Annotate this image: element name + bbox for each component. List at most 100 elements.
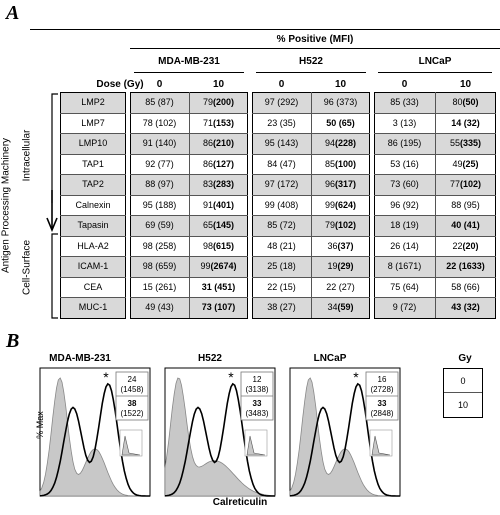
table-cell: 96 (373)	[323, 97, 358, 108]
table-cell: 40 (41)	[451, 220, 480, 231]
table-cell: 69 (59)	[145, 220, 174, 231]
row-name-column	[60, 92, 126, 319]
panel-a-label: A	[6, 2, 20, 24]
table-cell: 49 (25)	[452, 158, 479, 169]
table-cell: 99 (408)	[264, 199, 299, 210]
irradiated-histogram	[164, 382, 275, 497]
table-cell: 9 (72)	[392, 302, 417, 313]
table-cell: 73 (107)	[201, 302, 236, 313]
table-cell: 36 (37)	[327, 240, 354, 251]
value-text: (2848)	[370, 409, 393, 418]
table-cell: 86 (195)	[387, 138, 422, 149]
table-cell: 22 (1633)	[446, 261, 485, 272]
table-cell: 15 (261)	[142, 281, 177, 292]
value-text: 24	[128, 375, 137, 384]
table-cell: 92 (77)	[145, 158, 174, 169]
row-name: MUC-1	[78, 302, 108, 313]
row-name: LMP2	[81, 97, 105, 108]
dose-label: Dose (Gy)	[96, 79, 144, 90]
table-cell: 31 (451)	[201, 281, 236, 292]
table-cell: 71 (153)	[202, 117, 235, 128]
table-cell: 85 (72)	[267, 220, 296, 231]
value-text: 16	[378, 375, 387, 384]
cell-line-header: H522	[299, 56, 323, 67]
value-text: (3138)	[245, 385, 268, 394]
table-cell: 50 (65)	[326, 117, 355, 128]
table-cell: 65 (145)	[202, 220, 235, 231]
table-cell: 53 (16)	[390, 158, 419, 169]
table-cell: 79 (102)	[324, 220, 357, 231]
table-cell: 94 (228)	[324, 138, 357, 149]
table-cell: 77 (102)	[449, 179, 482, 190]
table-cell: 98 (615)	[202, 240, 235, 251]
table-cell: 91 (140)	[142, 138, 177, 149]
row-name: CEA	[83, 281, 103, 292]
table-cell: 22 (27)	[326, 281, 355, 292]
table-cell: 98 (659)	[142, 261, 177, 272]
table-cell: 91 (401)	[202, 199, 235, 210]
group-brackets	[46, 93, 58, 319]
table-cell: 23 (35)	[267, 117, 296, 128]
table-cell: 97 (292)	[264, 97, 299, 108]
value-text: (3483)	[245, 409, 268, 418]
table-cell: 85 (87)	[145, 97, 174, 108]
dose-header: 0	[401, 79, 408, 90]
significance-asterisk: *	[353, 369, 359, 385]
value-text: (2728)	[370, 385, 393, 394]
irradiated-histogram	[289, 382, 400, 497]
table-cell: 83 (283)	[202, 179, 235, 190]
histogram-2: * 16(2728) 33(2848)	[289, 367, 401, 497]
row-name: ICAM-1	[77, 261, 109, 272]
table-cell: 75 (64)	[390, 281, 419, 292]
table-cell: 79 (200)	[202, 97, 235, 108]
table-cell: 3 (13)	[392, 117, 417, 128]
table-cell: 85 (100)	[324, 158, 357, 169]
table-cell: 34 (59)	[327, 302, 354, 313]
table-cell: 95 (143)	[264, 138, 299, 149]
row-name: LMP10	[78, 138, 108, 149]
table-cell: 55 (335)	[449, 138, 482, 149]
row-name: Tapasin	[77, 220, 109, 231]
dose-header: 10	[212, 79, 225, 90]
plot-title-lncap: LNCaP	[313, 353, 347, 364]
value-text: 33	[378, 399, 387, 408]
dose-header: 10	[334, 79, 347, 90]
table-cell: 58 (66)	[451, 281, 480, 292]
value-text: (1458)	[120, 385, 143, 394]
histogram-0: * 24(1458) 38(1522)	[39, 367, 151, 497]
table-cell: 8 (1671)	[387, 261, 422, 272]
histogram-1: * 12(3138) 33(3483)	[164, 367, 276, 497]
row-name: TAP2	[82, 179, 104, 190]
value-text: (1522)	[120, 409, 143, 418]
table-cell: 22 (20)	[452, 240, 479, 251]
plot-title-h522: H522	[198, 353, 222, 364]
table-cell: 14 (32)	[451, 117, 480, 128]
table-cell: 86 (127)	[202, 158, 235, 169]
table-cell: 98 (258)	[142, 240, 177, 251]
row-name: HLA-A2	[77, 240, 109, 251]
table-cell: 78 (102)	[142, 117, 177, 128]
cell-line-header: MDA-MB-231	[158, 56, 220, 67]
plot-title-mda: MDA-MB-231	[49, 353, 111, 364]
table-cell: 48 (21)	[267, 240, 296, 251]
table-cell: 73 (60)	[390, 179, 419, 190]
table-cell: 88 (97)	[145, 179, 174, 190]
table-cell: 99 (2674)	[200, 261, 237, 272]
dose-header: 0	[278, 79, 285, 90]
gy-0: 0	[444, 369, 482, 393]
significance-asterisk: *	[103, 369, 109, 385]
table-cell: 25 (18)	[267, 261, 296, 272]
percent-positive-header: % Positive (MFI)	[276, 34, 354, 45]
gy-legend: 0 10	[443, 368, 483, 418]
table-cell: 97 (172)	[264, 179, 299, 190]
table-cell: 96 (92)	[390, 199, 419, 210]
panel-b-label: B	[6, 330, 20, 352]
table-cell: 43 (32)	[451, 302, 480, 313]
cell-line-header: LNCaP	[418, 56, 452, 67]
row-name: TAP1	[82, 158, 104, 169]
row-name: Calnexin	[75, 199, 111, 210]
dose-header: 0	[156, 79, 163, 90]
table-cell: 26 (14)	[390, 240, 419, 251]
histogram-panels: * 24(1458)38(1522)* 12(3138)33(3483)* 16(27…	[39, 367, 401, 497]
gy-10: 10	[457, 400, 468, 410]
